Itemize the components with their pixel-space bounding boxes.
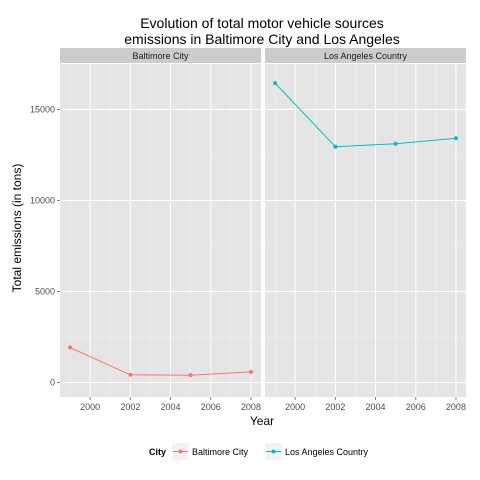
legend-label: Baltimore City [192,447,249,457]
x-tick-label: 2004 [366,402,386,412]
facet-strip [265,48,466,63]
legend-label: Los Angeles Country [285,447,369,457]
legend: City Baltimore City Los Angeles Country [149,442,369,461]
legend-item-los-angeles-country: Los Angeles Country [264,442,369,461]
facet-strip-label: Los Angeles Country [324,51,408,61]
data-point-los-angeles-country [453,136,458,141]
x-tick-label: 2002 [325,402,345,412]
data-point-los-angeles-country [333,144,338,149]
legend-title: City [149,447,166,457]
x-axis-title: Year [250,414,274,428]
chart-title-line1: Evolution of total motor vehicle sources [140,15,384,31]
x-tick-label: 2000 [80,402,100,412]
x-tick-label: 2002 [120,402,140,412]
series-line-baltimore-city [69,347,251,376]
facet-strip-label: Baltimore City [132,51,189,61]
series-line-los-angeles-country [274,82,456,148]
panel-background [265,64,466,397]
y-tick-label: 5000 [35,286,55,296]
x-tick-label: 2000 [285,402,305,412]
y-tick-label: 10000 [30,195,55,205]
x-tick-label: 2006 [201,402,221,412]
facet-strip [60,48,261,63]
legend-key-point [271,449,276,454]
legend-key-point [178,449,183,454]
data-point-los-angeles-country [273,81,278,86]
data-point-baltimore-city [68,345,73,350]
x-tick-label: 2008 [446,402,466,412]
x-tick-label: 2004 [161,402,181,412]
y-tick-label: 0 [50,377,55,387]
chart-title-line2: emissions in Baltimore City and Los Ange… [124,31,399,47]
x-tick-label: 2008 [241,402,261,412]
legend-item-baltimore-city: Baltimore City [171,442,249,461]
facet-panel-1: Baltimore City 2000 2002 2004 2006 2008 0 5000 1… [30,48,261,412]
y-axis-title: Total emissions (in tons) [10,164,24,293]
data-point-baltimore-city [248,369,253,374]
data-point-los-angeles-country [393,141,398,146]
data-point-baltimore-city [188,373,193,378]
facet-panel-2: Los Angeles Country 2000 2002 2004 2006 2008 [265,48,466,412]
panel-background [60,64,261,397]
y-tick-label: 15000 [30,104,55,114]
plot-area: Baltimore City 2000 2002 2004 2006 2008 0 5000 1… [30,48,466,412]
data-point-baltimore-city [128,372,133,377]
x-tick-label: 2006 [406,402,426,412]
